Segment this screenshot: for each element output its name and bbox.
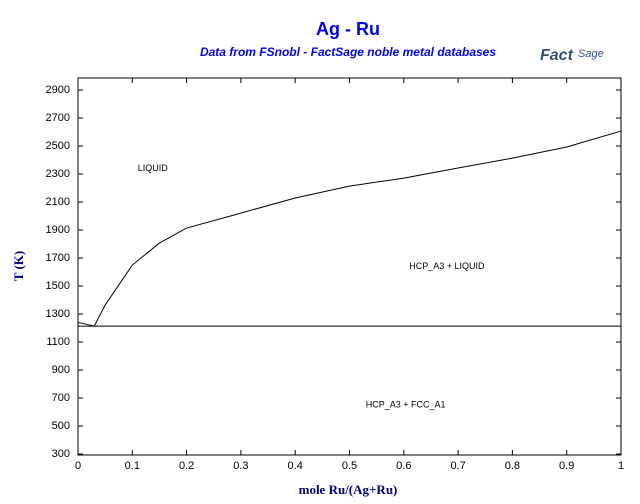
y-tick-label: 1100 bbox=[46, 336, 70, 348]
y-tick-label: 900 bbox=[52, 364, 70, 376]
x-tick-label: 0.7 bbox=[450, 460, 465, 472]
region-label: HCP_A3 + LIQUID bbox=[409, 261, 485, 271]
y-tick-label: 2500 bbox=[46, 140, 70, 152]
x-tick-label: 0.9 bbox=[559, 460, 574, 472]
x-tick-label: 0.1 bbox=[125, 460, 140, 472]
x-tick-label: 0.2 bbox=[179, 460, 194, 472]
phase-boundary bbox=[93, 130, 622, 327]
x-tick-label: 0.4 bbox=[288, 460, 303, 472]
y-tick-label: 1500 bbox=[46, 280, 70, 292]
y-tick-label: 1700 bbox=[46, 252, 70, 264]
x-tick-label: 1 bbox=[618, 460, 624, 472]
y-tick-label: 700 bbox=[52, 392, 70, 404]
y-tick-label: 2900 bbox=[46, 84, 70, 96]
chart-subtitle: Data from FSnobl - FactSage noble metal … bbox=[200, 45, 496, 59]
y-tick-label: 300 bbox=[52, 448, 70, 460]
y-tick-label: 500 bbox=[52, 420, 70, 432]
x-tick-label: 0.8 bbox=[505, 460, 520, 472]
phase-boundary bbox=[77, 321, 95, 327]
x-tick-label: 0.5 bbox=[342, 460, 357, 472]
y-tick-label: 1900 bbox=[46, 224, 70, 236]
plot-frame bbox=[77, 77, 622, 456]
y-tick-label: 2300 bbox=[46, 168, 70, 180]
chart-title: Ag - Ru bbox=[316, 19, 380, 39]
x-axis-label: mole Ru/(Ag+Ru) bbox=[299, 482, 398, 497]
y-axis-label: T (K) bbox=[11, 251, 26, 281]
logo-part: Fact bbox=[540, 47, 574, 64]
y-tick-label: 2700 bbox=[46, 112, 70, 124]
logo-part: Sage bbox=[578, 48, 604, 60]
region-label: HCP_A3 + FCC_A1 bbox=[366, 399, 446, 409]
y-tick-label: 2100 bbox=[46, 196, 70, 208]
logo: Fact Sage bbox=[540, 47, 604, 64]
region-label: LIQUID bbox=[138, 163, 169, 173]
x-tick-label: 0.6 bbox=[396, 460, 411, 472]
x-tick-label: 0 bbox=[75, 460, 81, 472]
x-tick-label: 0.3 bbox=[233, 460, 248, 472]
y-tick-label: 1300 bbox=[46, 308, 70, 320]
